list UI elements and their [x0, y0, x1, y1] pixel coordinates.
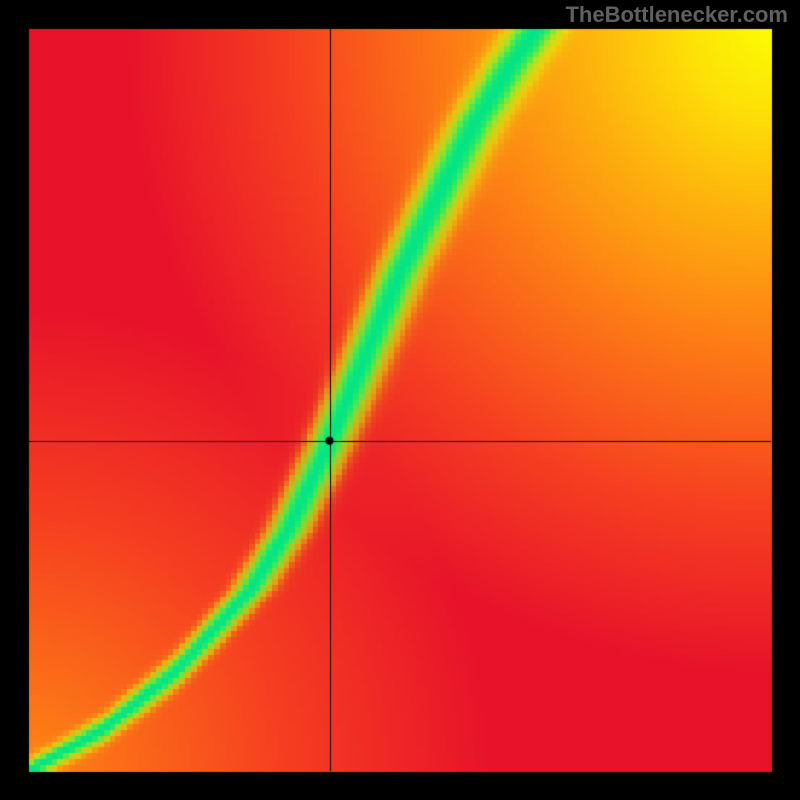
chart-container: TheBottlenecker.com — [0, 0, 800, 800]
heatmap-canvas — [0, 0, 800, 800]
watermark-text: TheBottlenecker.com — [565, 2, 788, 28]
